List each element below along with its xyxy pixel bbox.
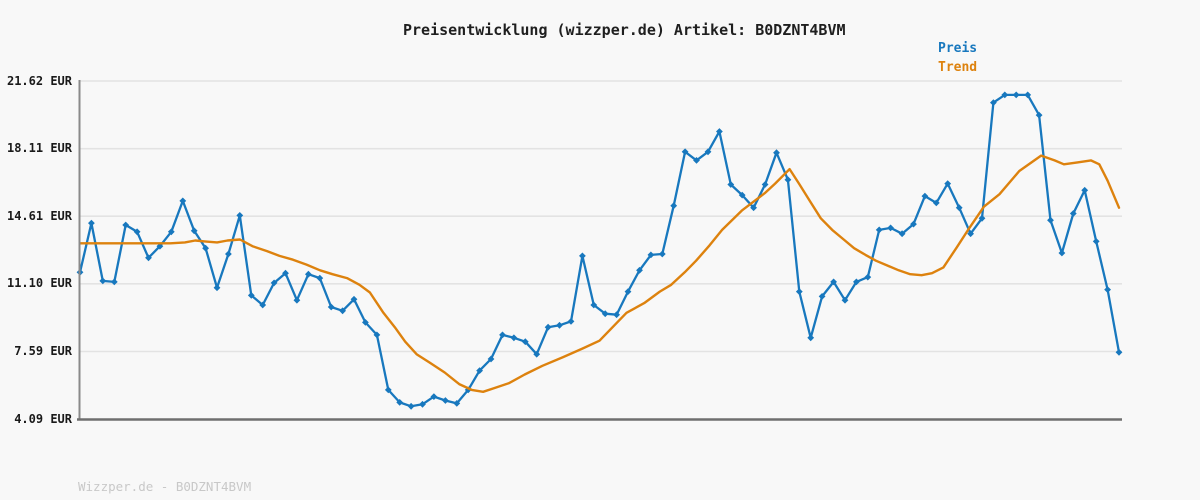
gridlines (79, 80, 1122, 353)
price-series (76, 91, 1123, 410)
price-point-markers (76, 91, 1123, 410)
chart-legend: Preis Trend (938, 39, 977, 77)
y-axis-tick-labels: 21.62 EUR 18.11 EUR 14.61 EUR 11.10 EUR 7.59… (0, 0, 72, 500)
y-axis-tick-label: 14.61 EUR (6, 208, 72, 223)
y-axis-tick-label: 4.09 EUR (14, 411, 72, 426)
y-axis-tick-label: 11.10 EUR (6, 276, 72, 291)
y-axis-tick-label: 21.62 EUR (6, 73, 72, 88)
trend-series (78, 154, 1121, 393)
legend-item-preis: Preis (938, 41, 978, 56)
watermark-text: Wizzper.de - B0DZNT4BVM (78, 479, 252, 494)
y-axis-tick-label: 18.11 EUR (6, 141, 72, 156)
y-axis-tick-label: 7.59 EUR (14, 344, 72, 359)
chart-title: Preisentwicklung (wizzper.de) Artikel: B… (403, 21, 846, 39)
legend-item-trend: Trend (938, 60, 978, 75)
